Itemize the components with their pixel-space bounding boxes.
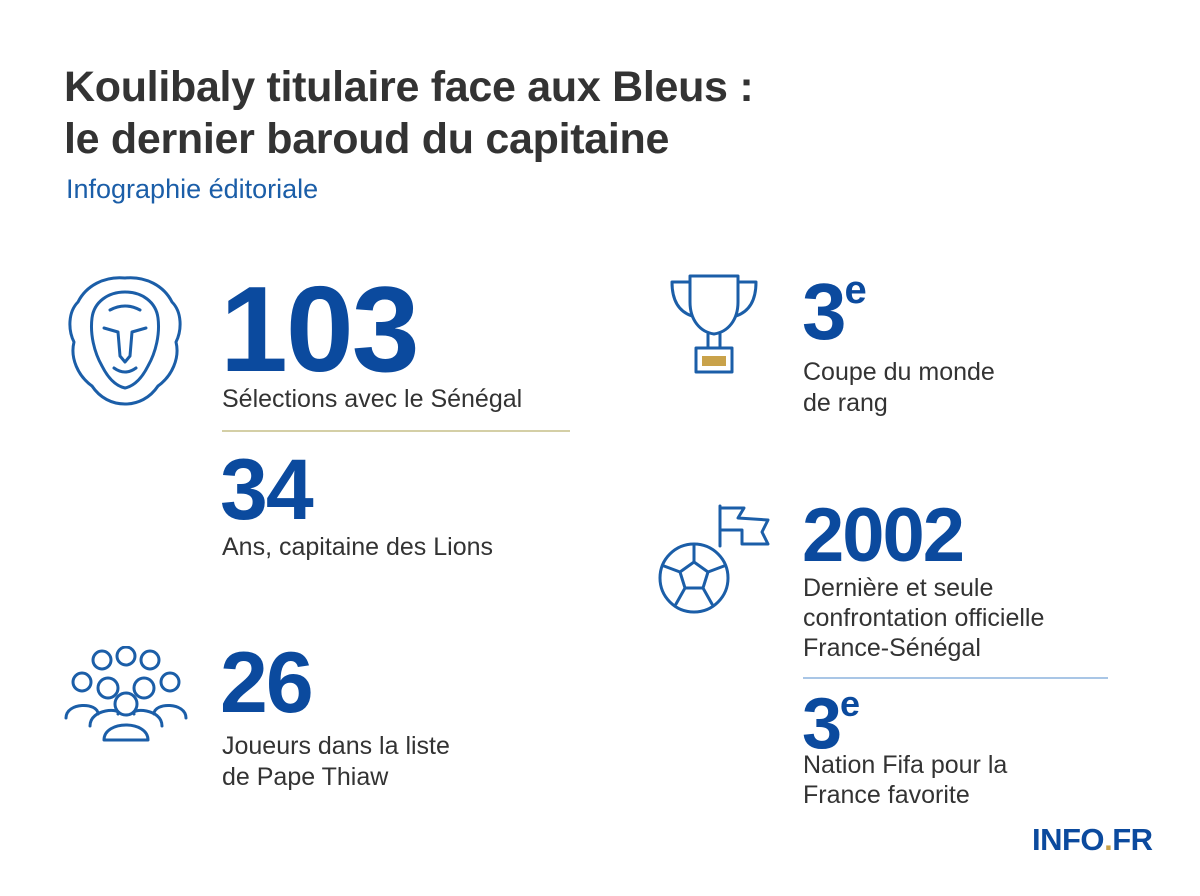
stat-label: Dernière et seule xyxy=(803,574,994,602)
stat-label: Sélections avec le Sénégal xyxy=(222,385,523,413)
stat-value: 34 xyxy=(220,442,314,538)
stat-label: Joueurs dans la liste xyxy=(222,732,450,760)
stat-label: France-Sénégal xyxy=(803,634,981,662)
divider xyxy=(803,677,1108,679)
stat-suffix: e xyxy=(840,683,861,725)
stat-label: France favorite xyxy=(803,781,970,809)
stat-label: de Pape Thiaw xyxy=(222,763,389,791)
logo-text: FR xyxy=(1112,822,1153,857)
trophy-icon xyxy=(670,274,758,374)
stat-value: 26 xyxy=(220,635,314,731)
logo: INFO.FR xyxy=(1032,824,1153,855)
lion-icon xyxy=(68,276,182,406)
stat-label: Ans, capitaine des Lions xyxy=(222,533,494,561)
stat-value: 2002 xyxy=(802,493,965,578)
logo-text: INFO xyxy=(1032,822,1105,857)
title-line: le dernier baroud du capitaine xyxy=(64,115,670,163)
stat-number: 3 xyxy=(802,684,842,764)
stat-number: 3 xyxy=(802,267,846,356)
title-line: Koulibaly titulaire face aux Bleus : xyxy=(64,63,754,111)
stat-label: de rang xyxy=(803,389,888,417)
stat-label: Nation Fifa pour la xyxy=(803,751,1008,779)
stat-label: confrontation officielle xyxy=(803,604,1045,632)
stat-value: 103 xyxy=(220,261,420,397)
people-icon xyxy=(64,646,188,742)
stat-value: 3e xyxy=(802,686,860,760)
stat-suffix: e xyxy=(844,268,867,312)
subtitle: Infographie éditoriale xyxy=(66,174,319,204)
stat-value: 3e xyxy=(802,270,867,352)
divider xyxy=(222,430,570,432)
ball-flag-icon xyxy=(658,504,770,614)
stat-label: Coupe du monde xyxy=(803,358,995,386)
logo-dot: . xyxy=(1104,822,1113,857)
